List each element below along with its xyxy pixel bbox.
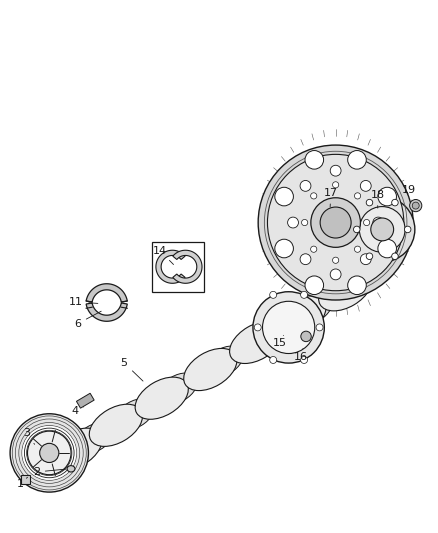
Circle shape [270, 357, 277, 364]
Text: 11: 11 [69, 297, 98, 307]
Circle shape [359, 207, 405, 252]
Text: 4: 4 [71, 406, 84, 416]
Ellipse shape [75, 423, 113, 454]
Circle shape [378, 239, 396, 258]
Text: 18: 18 [371, 190, 385, 208]
Circle shape [373, 217, 384, 228]
Circle shape [311, 198, 360, 247]
Circle shape [305, 276, 324, 295]
Circle shape [332, 257, 339, 263]
Circle shape [301, 331, 311, 342]
Circle shape [10, 414, 88, 492]
Circle shape [392, 199, 398, 206]
Circle shape [364, 220, 370, 225]
Ellipse shape [159, 373, 197, 404]
Circle shape [311, 193, 317, 199]
Text: 5: 5 [120, 358, 143, 381]
Circle shape [253, 292, 324, 363]
Circle shape [371, 218, 394, 241]
Circle shape [354, 246, 360, 252]
Circle shape [40, 443, 59, 463]
Circle shape [270, 292, 277, 298]
Polygon shape [173, 250, 202, 284]
Circle shape [366, 253, 373, 260]
Circle shape [258, 145, 413, 300]
Text: 1: 1 [17, 477, 28, 489]
Ellipse shape [135, 377, 188, 419]
Circle shape [350, 197, 415, 262]
Text: 2: 2 [33, 467, 66, 477]
Circle shape [254, 324, 261, 331]
Circle shape [320, 207, 351, 238]
Ellipse shape [273, 296, 326, 338]
Text: 17: 17 [324, 188, 338, 207]
Circle shape [262, 301, 315, 353]
Circle shape [354, 193, 360, 199]
Circle shape [288, 217, 298, 228]
Ellipse shape [293, 294, 332, 325]
Bar [152, 241, 204, 292]
Circle shape [28, 431, 71, 475]
Ellipse shape [184, 349, 237, 391]
Circle shape [300, 292, 307, 298]
Bar [21, 475, 30, 484]
Circle shape [300, 254, 311, 264]
Text: 15: 15 [273, 335, 287, 348]
Polygon shape [86, 303, 127, 321]
Ellipse shape [250, 319, 289, 350]
Polygon shape [156, 250, 185, 284]
Circle shape [348, 276, 366, 295]
Circle shape [305, 150, 324, 169]
Text: 6: 6 [74, 311, 101, 329]
Circle shape [360, 181, 371, 191]
Circle shape [330, 165, 341, 176]
Circle shape [301, 220, 308, 225]
Circle shape [412, 202, 419, 209]
Ellipse shape [230, 321, 283, 364]
Circle shape [410, 199, 422, 212]
Circle shape [268, 155, 404, 290]
Ellipse shape [115, 399, 154, 430]
Ellipse shape [205, 346, 243, 377]
Ellipse shape [49, 428, 102, 470]
Circle shape [311, 246, 317, 252]
Text: 3: 3 [23, 429, 35, 445]
Polygon shape [86, 284, 127, 302]
Circle shape [366, 199, 373, 206]
Circle shape [378, 187, 396, 206]
Circle shape [353, 226, 360, 233]
Ellipse shape [89, 404, 142, 446]
Circle shape [404, 226, 411, 233]
Circle shape [360, 254, 371, 264]
Circle shape [300, 357, 307, 364]
Circle shape [392, 253, 398, 260]
Circle shape [275, 187, 293, 206]
Circle shape [275, 239, 293, 258]
Ellipse shape [67, 466, 75, 472]
Circle shape [316, 324, 323, 331]
Bar [77, 393, 94, 408]
Circle shape [332, 182, 339, 188]
Text: 14: 14 [153, 246, 173, 264]
Circle shape [348, 150, 366, 169]
Ellipse shape [318, 269, 372, 311]
Circle shape [330, 269, 341, 280]
Circle shape [300, 181, 311, 191]
Text: 16: 16 [294, 349, 308, 361]
Text: 19: 19 [402, 185, 416, 200]
